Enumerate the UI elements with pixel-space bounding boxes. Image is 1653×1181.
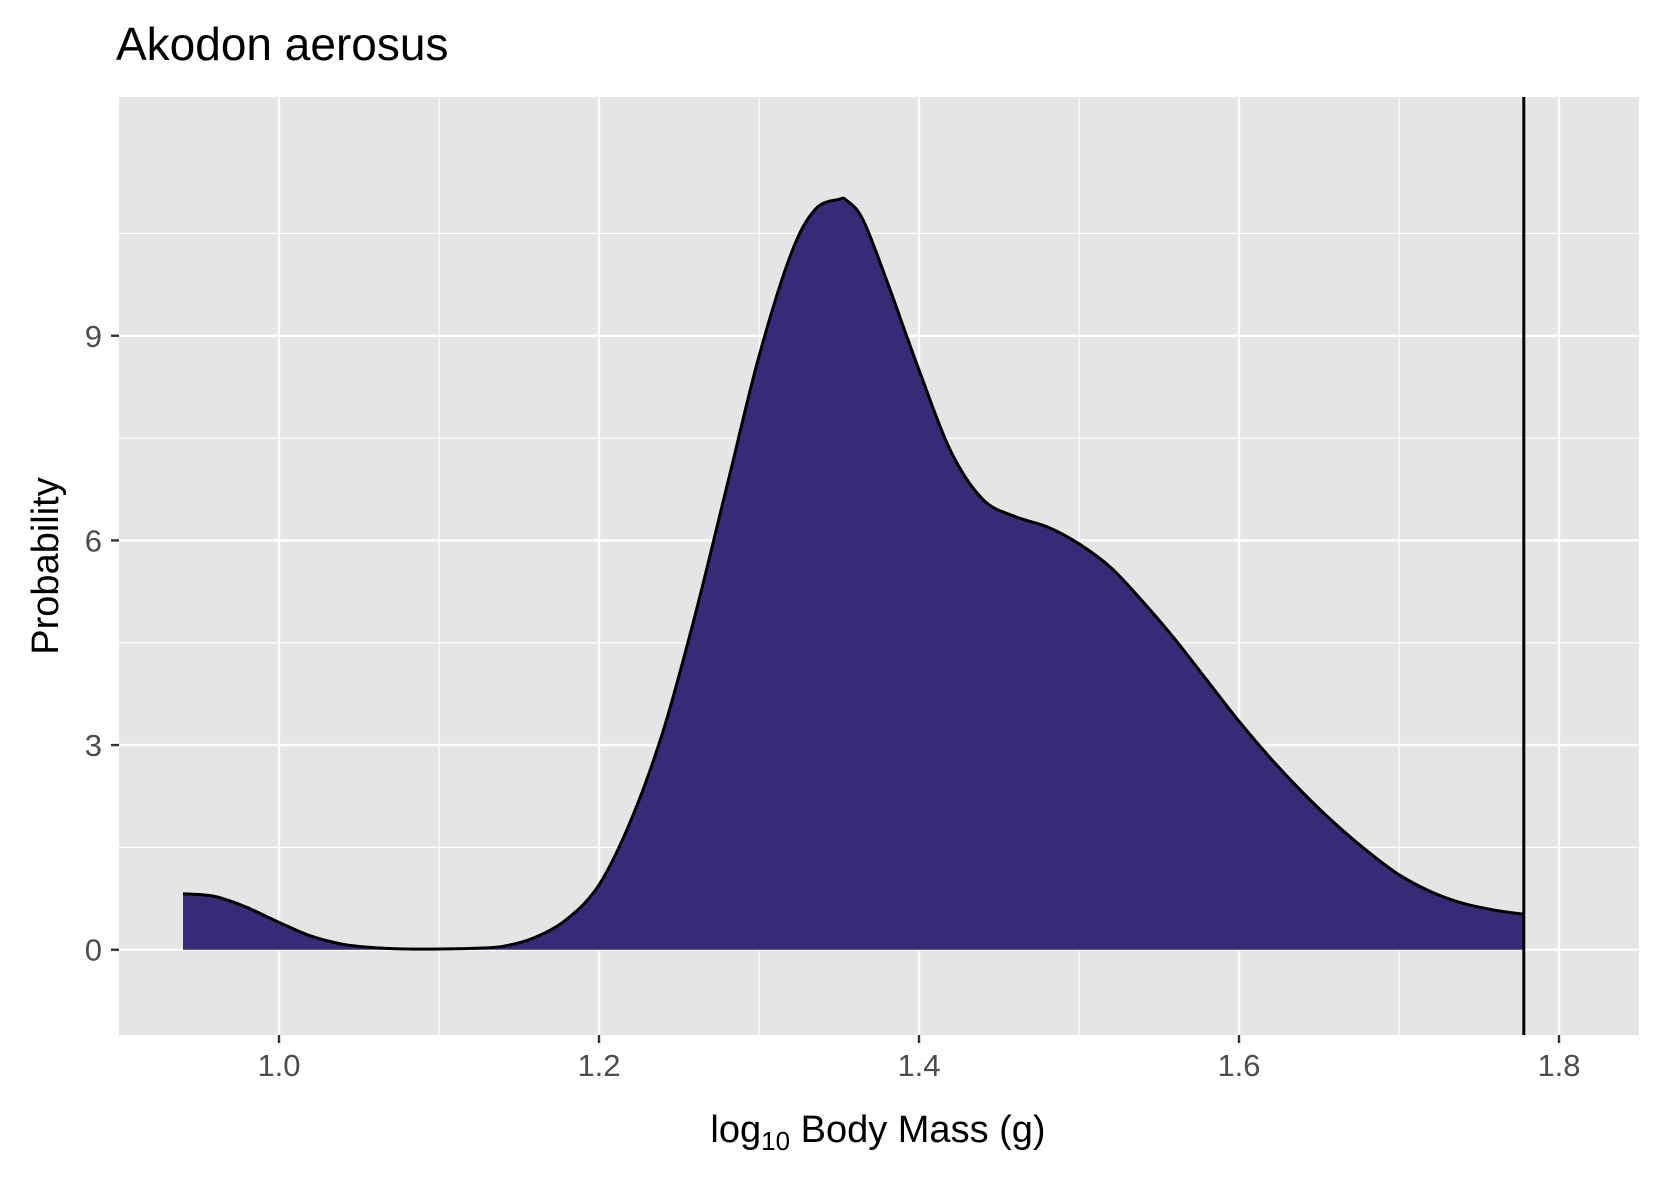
x-axis-label-prefix: log (710, 1109, 761, 1151)
density-curve (182, 196, 1525, 951)
x-tick-label: 1.4 (897, 1048, 940, 1083)
x-tick-label: 1.8 (1537, 1048, 1580, 1083)
y-tick-label: 6 (85, 523, 102, 558)
x-tick-label: 1.6 (1217, 1048, 1260, 1083)
x-tick-label: 1.0 (257, 1048, 300, 1083)
x-axis-label-subscript: 10 (761, 1126, 790, 1156)
chart-title: Akodon aerosus (116, 18, 448, 70)
x-axis-ticks: 1.0 1.2 1.4 1.6 1.8 (257, 1035, 1581, 1083)
y-tick-label: 3 (85, 728, 102, 763)
y-tick-label: 0 (85, 933, 102, 968)
y-axis-ticks: 0 3 6 9 (85, 319, 119, 968)
y-tick-label: 9 (85, 319, 102, 354)
density-area (183, 198, 1524, 950)
x-axis-label-suffix: Body Mass (g) (790, 1109, 1046, 1151)
x-axis-label: log10 Body Mass (g) (710, 1109, 1045, 1156)
y-axis-label: Probability (25, 477, 67, 654)
x-tick-label: 1.2 (577, 1048, 620, 1083)
